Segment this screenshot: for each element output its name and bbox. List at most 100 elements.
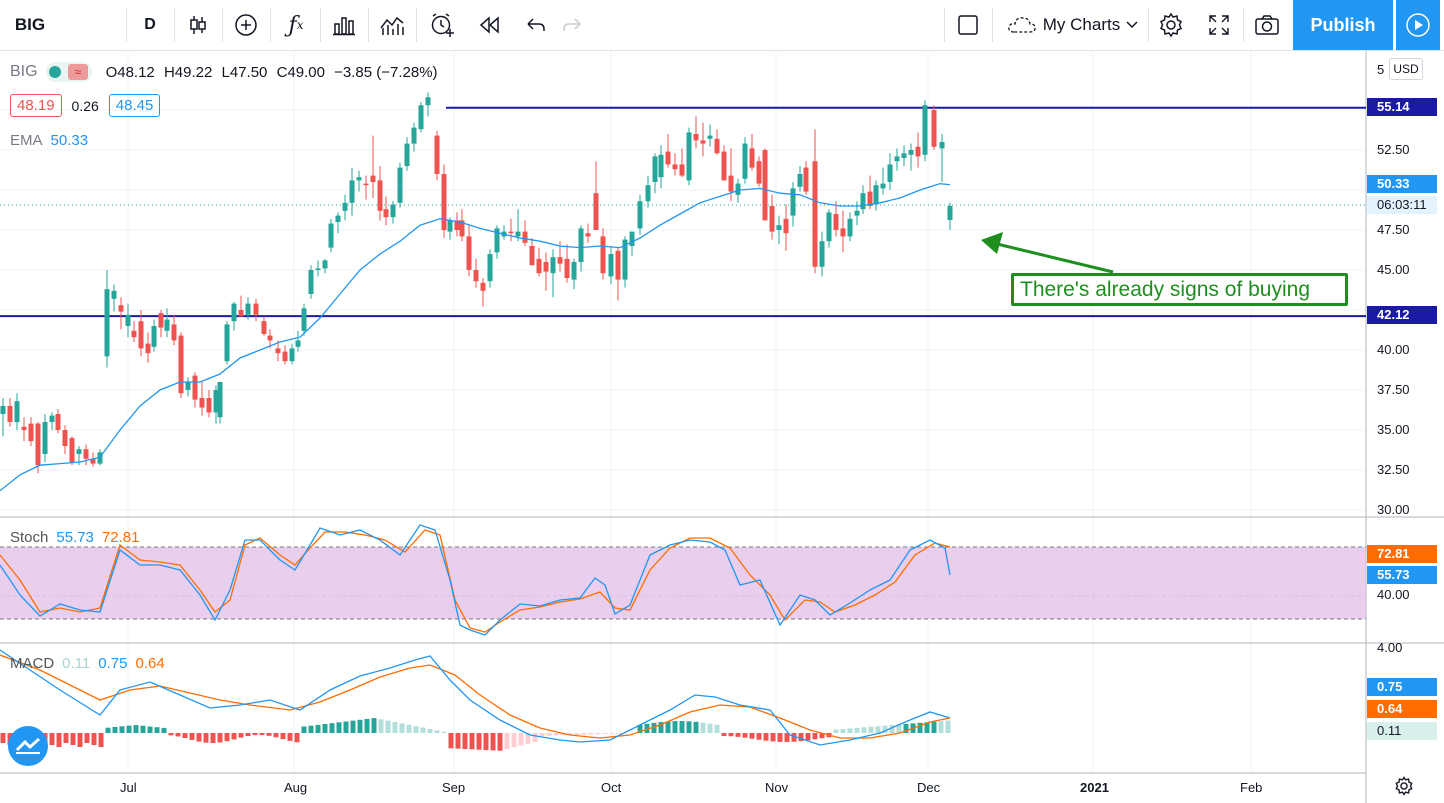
compare-add-icon[interactable] xyxy=(224,0,268,50)
undo-icon[interactable] xyxy=(514,0,558,50)
price-tick: 32.50 xyxy=(1377,462,1410,477)
tradingview-logo-icon[interactable] xyxy=(8,726,48,766)
candle-body xyxy=(42,422,48,454)
macd-histogram-bar xyxy=(350,720,356,733)
redo-icon[interactable] xyxy=(550,0,594,50)
candle-body xyxy=(508,231,514,234)
candle-body xyxy=(441,174,447,230)
candle-body xyxy=(480,282,486,291)
candle-body xyxy=(487,254,493,282)
candle-body xyxy=(90,458,96,464)
macd-histogram-bar xyxy=(329,723,335,733)
snapshot-camera-icon[interactable] xyxy=(1245,0,1289,50)
macd-histogram-bar xyxy=(931,721,937,733)
macd-histogram-bar xyxy=(595,733,601,735)
toolbar-divider xyxy=(1148,8,1149,42)
stoch-d-tag: 72.81 xyxy=(1367,545,1437,563)
time-tick: Jul xyxy=(120,780,137,795)
candle-body xyxy=(418,105,424,130)
macd-histogram-bar xyxy=(161,727,167,733)
candle-body xyxy=(0,406,6,414)
low-value: 47.50 xyxy=(229,63,268,81)
close-value: 49.00 xyxy=(287,63,325,81)
candle-body xyxy=(585,233,591,237)
candle-body xyxy=(593,193,599,230)
time-tick: Nov xyxy=(765,780,789,795)
candle-body xyxy=(873,185,879,205)
candle-body xyxy=(62,430,68,446)
layout-square-icon[interactable] xyxy=(946,0,990,50)
resistance-price-tag: 55.14 xyxy=(1367,98,1437,116)
candle-body xyxy=(328,223,334,248)
axis-settings-gear-icon[interactable] xyxy=(1394,776,1414,801)
candle-body xyxy=(411,127,417,144)
macd-histogram-bar xyxy=(749,733,755,739)
candle-body xyxy=(14,401,20,422)
macd-histogram-bar xyxy=(112,727,118,733)
candle-body xyxy=(608,254,614,277)
candle-body xyxy=(199,398,205,408)
macd-hist-value: 0.11 xyxy=(62,655,91,672)
financials-bar-icon[interactable] xyxy=(322,0,366,50)
publish-button[interactable]: Publish xyxy=(1293,0,1393,50)
candle-body xyxy=(217,382,223,418)
macd-histogram-bar xyxy=(392,722,398,733)
macd-histogram-bar xyxy=(56,733,62,747)
macd-histogram-bar xyxy=(812,733,818,740)
ema-value: 50.33 xyxy=(50,132,89,149)
legend-visibility-toggle[interactable]: ≈ xyxy=(45,62,92,82)
candle-body xyxy=(915,146,921,157)
candle-body xyxy=(686,132,692,181)
macd-histogram-bar xyxy=(462,733,468,749)
candle-body xyxy=(118,305,124,312)
candle-body xyxy=(515,231,521,237)
settings-gear-icon[interactable] xyxy=(1149,0,1193,50)
macd-histogram-bar xyxy=(819,733,825,739)
macd-histogram-bar xyxy=(154,727,160,733)
macd-histogram-bar xyxy=(756,733,762,740)
candle-body xyxy=(21,426,27,430)
open-value: 48.12 xyxy=(117,63,155,81)
quote-row: 48.19 0.26 48.45 xyxy=(10,94,170,117)
macd-histogram-bar xyxy=(686,721,692,733)
macd-histogram-bar xyxy=(567,733,573,736)
candle-body xyxy=(826,212,832,242)
candle-body xyxy=(749,148,755,168)
annotation-textbox[interactable]: There's already signs of buying xyxy=(1011,273,1348,306)
chart-type-icon[interactable] xyxy=(176,0,220,50)
macd-histogram-bar xyxy=(581,733,587,735)
bid-box[interactable]: 48.19 xyxy=(10,94,62,117)
chart-canvas[interactable] xyxy=(0,51,1444,803)
time-tick: Sep xyxy=(442,780,466,795)
play-icon[interactable] xyxy=(1396,0,1440,50)
macd-histogram-bar xyxy=(847,728,853,733)
ask-box[interactable]: 48.45 xyxy=(108,94,161,117)
currency-badge[interactable]: USD xyxy=(1389,58,1423,80)
spread-value: 0.26 xyxy=(71,97,99,114)
candle-body xyxy=(370,175,376,182)
alert-clock-icon[interactable] xyxy=(420,0,464,50)
macd-histogram-bar xyxy=(280,733,286,740)
macd-histogram-bar xyxy=(805,733,811,741)
replay-rewind-icon[interactable] xyxy=(468,0,512,50)
macd-histogram-bar xyxy=(539,733,545,736)
candle-body xyxy=(131,330,137,338)
macd-histogram-bar xyxy=(497,733,503,751)
candle-body xyxy=(363,183,369,186)
candle-body xyxy=(529,246,535,266)
stoch-legend: Stoch 55.73 72.81 xyxy=(10,529,139,546)
macd-histogram-bar xyxy=(917,722,923,733)
macd-histogram-bar xyxy=(210,733,216,743)
fullscreen-icon[interactable] xyxy=(1197,0,1241,50)
candle-body xyxy=(536,258,542,274)
annotation-arrow-shaft xyxy=(992,241,1114,274)
my-charts-menu[interactable]: My Charts xyxy=(995,0,1150,50)
candle-body xyxy=(658,154,664,178)
stoch-k-value: 55.73 xyxy=(56,529,94,546)
interval-button[interactable]: D xyxy=(144,16,156,33)
symbol-search-button[interactable]: BIG xyxy=(14,15,46,34)
templates-chart-icon[interactable] xyxy=(370,0,414,50)
macd-histogram-bar xyxy=(406,724,412,733)
candle-body xyxy=(714,138,720,154)
